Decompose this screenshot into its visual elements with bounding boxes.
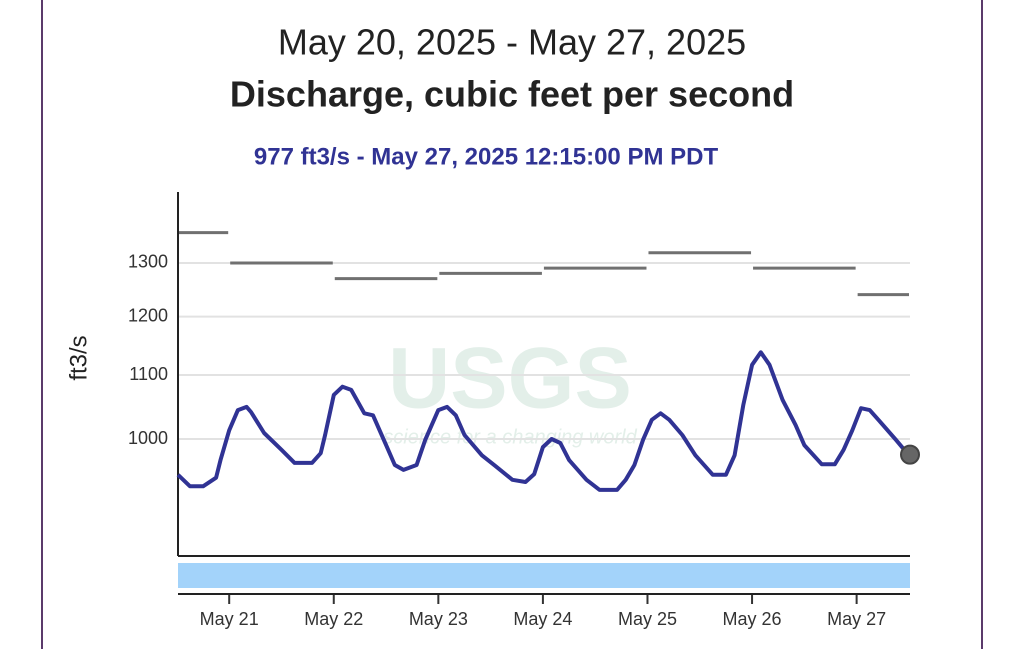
x-tick-label: May 25	[618, 609, 677, 629]
chart-subtitle: Discharge, cubic feet per second	[230, 74, 794, 115]
latest-point	[900, 444, 920, 465]
chart-title: May 20, 2025 - May 27, 2025	[278, 22, 746, 63]
current-value-annotation: 977 ft3/s - May 27, 2025 12:15:00 PM PDT	[254, 143, 719, 170]
x-tick-label: May 21	[200, 609, 259, 629]
y-tick-label: 1200	[128, 305, 168, 325]
watermark-tagline: science for a changing world	[383, 426, 637, 448]
y-tick-label: 1000	[128, 428, 168, 448]
x-tick-label: May 23	[409, 609, 468, 629]
x-tick-label: May 27	[827, 609, 886, 629]
approval-band	[178, 563, 910, 588]
x-tick-label: May 22	[304, 609, 363, 629]
y-tick-label: 1300	[128, 252, 168, 272]
y-axis-label: ft3/s	[65, 335, 92, 380]
watermark: USGS	[388, 331, 632, 427]
discharge-line	[176, 350, 912, 492]
x-tick-label: May 26	[723, 609, 782, 629]
x-tick-label: May 24	[513, 609, 572, 629]
y-tick-label: 1100	[129, 364, 168, 384]
